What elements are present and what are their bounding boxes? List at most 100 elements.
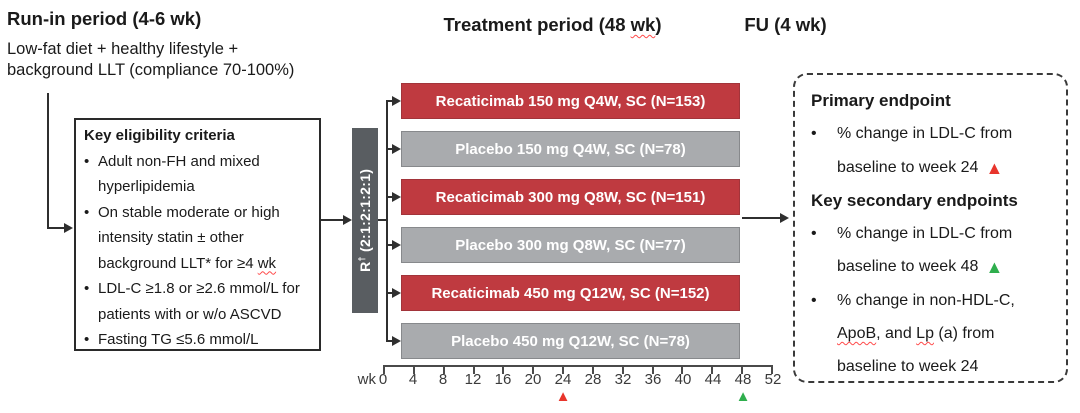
arm-bar-recaticimab-150: Recaticimab 150 mg Q4W, SC (N=153) — [401, 83, 740, 119]
branch-arrowhead-arm6-icon — [392, 336, 401, 346]
axis-tick — [621, 367, 624, 374]
eligibility-bullet-2-cont2: background LLT* for ≥4 wk — [84, 251, 311, 277]
secondary-endpoint-2-cont1-mid: , and — [876, 325, 917, 343]
secondary-endpoint-2-cont1: ApoB, and Lp (a) from — [811, 317, 1056, 350]
bullet-icon: • — [84, 203, 90, 221]
followup-period-title: FU (4 wk) — [744, 14, 827, 35]
branch-arrowhead-arm2-icon — [392, 144, 401, 154]
primary-endpoint-cont: baseline to week 24 ▲ — [811, 151, 1056, 184]
eligibility-bullet-3: • LDL-C ≥1.8 or ≥2.6 mmol/L for — [84, 276, 311, 302]
primary-endpoint-title: Primary endpoint — [811, 91, 951, 110]
axis-tick — [472, 367, 475, 374]
axis-tick — [651, 367, 654, 374]
apob-squiggle: ApoB — [837, 325, 877, 343]
arms-to-endpoints-arrowhead-icon — [780, 213, 789, 223]
branch-vertical-line — [386, 100, 388, 342]
axis-label: 32 — [614, 371, 632, 388]
runin-period-subtitle: Low-fat diet + healthy lifestyle + backg… — [7, 39, 294, 80]
branch-arrowhead-arm3-icon — [392, 192, 401, 202]
branch-line-arm3 — [387, 196, 392, 198]
eligibility-bullet-4-text: Fasting TG ≤5.6 mmol/L — [98, 331, 259, 348]
axis-tick-labels: 0 4 8 12 16 20 24 28 32 36 40 44 48 52 — [368, 371, 788, 388]
primary-endpoint-bullet: • % change in LDL-C from — [811, 117, 1056, 150]
secondary-endpoint-bullet-1: • % change in LDL-C from — [811, 217, 1056, 250]
branch-arrowhead-arm5-icon — [392, 288, 401, 298]
runin-elbow-vertical-line — [47, 93, 49, 229]
branch-arrowhead-arm1-icon — [392, 96, 401, 106]
axis-label: 48 — [734, 371, 752, 388]
green-triangle-icon: ▲ — [985, 257, 1004, 278]
branch-arrowhead-arm4-icon — [392, 240, 401, 250]
secondary-endpoint-2-cont1-end: (a) from — [933, 325, 995, 343]
runin-subtitle-line1: Low-fat diet + healthy lifestyle + — [7, 40, 239, 58]
treatment-period-title: Treatment period (48 wk) — [400, 14, 705, 36]
branch-line-arm1 — [387, 100, 392, 102]
bullet-icon: • — [811, 291, 817, 309]
treatment-title-wk: wk — [630, 14, 656, 35]
eligibility-bullet-3-cont: patients with or w/o ASCVD — [98, 305, 282, 323]
treatment-title-close: ) — [655, 14, 662, 35]
branch-line-arm4 — [387, 244, 392, 246]
secondary-endpoint-bullet-2: • % change in non-HDL-C, — [811, 284, 1056, 317]
axis-tick — [681, 367, 684, 374]
eligibility-to-randomization-line — [321, 219, 343, 221]
arm-bar-recaticimab-450: Recaticimab 450 mg Q12W, SC (N=152) — [401, 275, 740, 311]
bullet-icon: • — [84, 152, 90, 170]
bullet-icon: • — [811, 225, 817, 243]
lp-squiggle: Lp — [916, 325, 934, 343]
axis-unit-label: wk — [357, 371, 376, 388]
runin-period-title: Run-in period (4-6 wk) — [7, 8, 202, 29]
axis-label: 4 — [408, 371, 418, 388]
week-axis — [383, 365, 773, 374]
runin-elbow-horizontal-line — [47, 227, 64, 229]
eligibility-bullet-2-cont2-text: background LLT* for ≥4 — [98, 254, 258, 272]
eligibility-bullet-2: • On stable moderate or high — [84, 200, 311, 226]
axis-label: 52 — [764, 371, 782, 388]
eligibility-bullet-2-text: On stable moderate or high — [98, 203, 280, 221]
axis-label: 20 — [524, 371, 542, 388]
randomization-r: R — [357, 261, 374, 273]
arm-bar-placebo-150: Placebo 150 mg Q4W, SC (N=78) — [401, 131, 740, 167]
eligibility-title: Key eligibility criteria — [84, 127, 235, 144]
randomization-label: R† (2:1:2:1:2:1) — [357, 169, 374, 272]
eligibility-bullet-4: • Fasting TG ≤5.6 mmol/L — [84, 327, 311, 353]
arm-bar-recaticimab-300: Recaticimab 300 mg Q8W, SC (N=151) — [401, 179, 740, 215]
arm-bar-placebo-450: Placebo 450 mg Q12W, SC (N=78) — [401, 323, 740, 359]
branch-line-arm2 — [387, 148, 392, 150]
randomization-box: R† (2:1:2:1:2:1) — [352, 128, 378, 313]
eligibility-bullet-1: • Adult non-FH and mixed — [84, 149, 311, 175]
red-triangle-icon: ▲ — [985, 157, 1004, 178]
axis-label: 16 — [494, 371, 512, 388]
eligibility-bullet-1-text: Adult non-FH and mixed — [98, 152, 260, 170]
axis-tick — [502, 367, 505, 374]
runin-subtitle-line2: background LLT (compliance 70-100%) — [7, 60, 295, 79]
secondary-endpoint-2-cont2: baseline to week 24 — [837, 358, 979, 376]
randomization-ratio: (2:1:2:1:2:1) — [357, 168, 374, 257]
bullet-icon: • — [84, 280, 90, 297]
dagger-icon: † — [356, 256, 367, 262]
branch-line-arm5 — [387, 292, 392, 294]
endpoints-box: Primary endpoint • % change in LDL-C from… — [793, 73, 1068, 383]
axis-tick — [442, 367, 445, 374]
secondary-endpoint-1-text: % change in LDL-C from — [837, 225, 1013, 243]
axis-label: 0 — [378, 371, 388, 388]
axis-tick — [532, 367, 535, 374]
treatment-title-text: Treatment period (48 — [443, 14, 631, 35]
axis-label: 40 — [674, 371, 692, 388]
arms-to-endpoints-line — [742, 217, 780, 219]
week48-green-triangle-icon: ▲ — [735, 388, 751, 405]
eligibility-bullet-3-text: LDL-C ≥1.8 or ≥2.6 mmol/L for — [98, 280, 300, 297]
secondary-endpoint-2-text: % change in non-HDL-C, — [837, 291, 1015, 309]
bullet-icon: • — [811, 125, 817, 143]
branch-line-arm6 — [387, 340, 392, 342]
axis-tick — [383, 367, 385, 374]
randomization-branch-connector — [378, 219, 387, 221]
eligibility-bullet-1-cont: hyperlipidemia — [98, 178, 195, 195]
primary-endpoint-cont-text: baseline to week 24 — [837, 158, 979, 176]
secondary-endpoints-title: Key secondary endpoints — [811, 190, 1018, 210]
axis-tick — [562, 367, 565, 374]
axis-label: 24 — [554, 371, 572, 388]
primary-endpoint-text: % change in LDL-C from — [837, 125, 1013, 143]
runin-arrowhead-icon — [64, 223, 73, 233]
